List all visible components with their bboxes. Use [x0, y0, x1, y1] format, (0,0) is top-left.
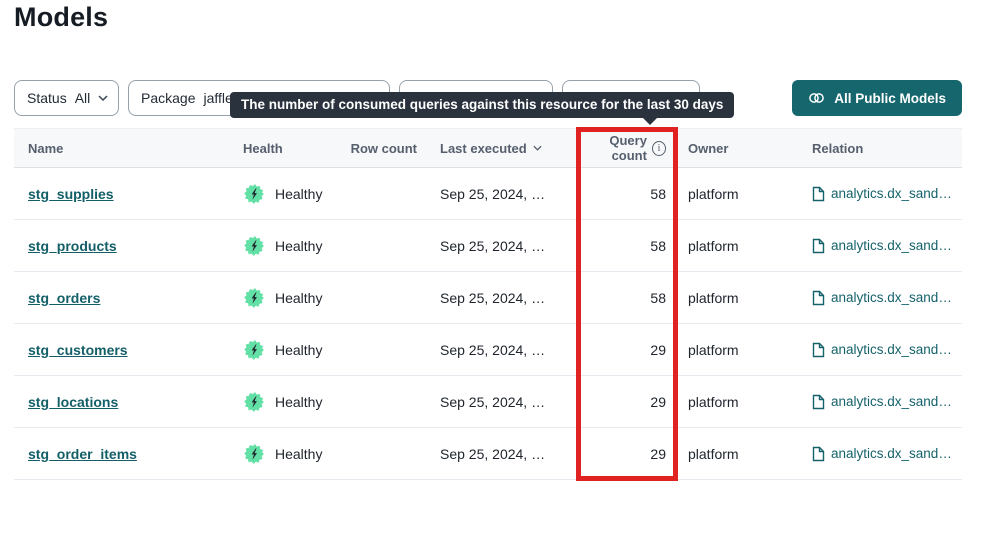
- relation-text: analytics.dx_sand…: [831, 238, 952, 253]
- query-count-value: 29: [650, 393, 666, 410]
- file-icon: [812, 238, 825, 254]
- query-count-label: Query count: [609, 133, 647, 163]
- model-link-stg-supplies[interactable]: stg_supplies: [28, 185, 114, 202]
- status-filter-label: Status: [27, 90, 67, 106]
- relation-link[interactable]: analytics.dx_sand…: [812, 446, 952, 462]
- file-icon: [812, 446, 825, 462]
- query-count-value: 29: [650, 341, 666, 358]
- query-count-value: 58: [650, 237, 666, 254]
- info-icon[interactable]: i: [651, 140, 666, 156]
- owner-value: platform: [688, 393, 739, 410]
- health-status-text: Healthy: [275, 393, 323, 410]
- table-header-row: Name Health Row count Last executed Quer…: [14, 128, 962, 168]
- health-status-text: Healthy: [275, 237, 323, 254]
- relation-text: analytics.dx_sand…: [831, 186, 952, 201]
- healthy-status-icon: [243, 183, 265, 205]
- sort-chevron-down-icon[interactable]: [533, 145, 542, 151]
- healthy-status-icon: [243, 391, 265, 413]
- file-icon: [812, 290, 825, 306]
- table-row: stg_order_items Healthy Sep 25, 2024, … …: [14, 428, 962, 480]
- column-header-row-count[interactable]: Row count: [350, 140, 417, 156]
- table-row: stg_orders Healthy Sep 25, 2024, … 58 pl…: [14, 272, 962, 324]
- health-status-text: Healthy: [275, 341, 323, 358]
- last-executed-value: Sep 25, 2024, …: [440, 445, 546, 462]
- last-executed-value: Sep 25, 2024, …: [440, 341, 546, 358]
- all-public-models-button[interactable]: All Public Models: [792, 80, 962, 116]
- table-row: stg_supplies Healthy Sep 25, 2024, … 58 …: [14, 168, 962, 220]
- file-icon: [812, 186, 825, 202]
- table-row: stg_products Healthy Sep 25, 2024, … 58 …: [14, 220, 962, 272]
- last-executed-value: Sep 25, 2024, …: [440, 237, 546, 254]
- column-header-last-executed[interactable]: Last executed: [434, 141, 576, 156]
- healthy-status-icon: [243, 443, 265, 465]
- owner-value: platform: [688, 445, 739, 462]
- query-count-value: 29: [650, 445, 666, 462]
- healthy-status-icon: [243, 235, 265, 257]
- status-filter-dropdown[interactable]: Status All: [14, 80, 119, 116]
- owner-value: platform: [688, 237, 739, 254]
- column-header-owner[interactable]: Owner: [688, 140, 729, 156]
- link-icon: [808, 91, 825, 105]
- health-status-text: Healthy: [275, 185, 323, 202]
- table-row: stg_locations Healthy Sep 25, 2024, … 29…: [14, 376, 962, 428]
- relation-link[interactable]: analytics.dx_sand…: [812, 290, 952, 306]
- relation-link[interactable]: analytics.dx_sand…: [812, 394, 952, 410]
- query-count-tooltip: The number of consumed queries against t…: [230, 92, 735, 125]
- status-filter-value: All: [74, 90, 91, 106]
- package-filter-label: Package: [141, 90, 196, 106]
- healthy-status-icon: [243, 339, 265, 361]
- model-link-stg-locations[interactable]: stg_locations: [28, 393, 119, 410]
- last-executed-label: Last executed: [440, 140, 527, 156]
- healthy-status-icon: [243, 287, 265, 309]
- query-count-value: 58: [650, 289, 666, 306]
- column-header-query-count[interactable]: Query count i: [576, 133, 678, 163]
- relation-text: analytics.dx_sand…: [831, 342, 952, 357]
- column-header-health[interactable]: Health: [243, 140, 283, 156]
- query-count-value: 58: [650, 185, 666, 202]
- table-row: stg_customers Healthy Sep 25, 2024, … 29…: [14, 324, 962, 376]
- health-status-text: Healthy: [275, 289, 323, 306]
- models-table: Name Health Row count Last executed Quer…: [14, 128, 962, 480]
- owner-value: platform: [688, 341, 739, 358]
- relation-text: analytics.dx_sand…: [831, 394, 952, 409]
- health-status-text: Healthy: [275, 445, 323, 462]
- column-header-relation[interactable]: Relation: [812, 140, 864, 156]
- last-executed-value: Sep 25, 2024, …: [440, 185, 546, 202]
- relation-link[interactable]: analytics.dx_sand…: [812, 238, 952, 254]
- model-link-stg-orders[interactable]: stg_orders: [28, 289, 101, 306]
- owner-value: platform: [688, 289, 739, 306]
- model-link-stg-customers[interactable]: stg_customers: [28, 341, 128, 358]
- owner-value: platform: [688, 185, 739, 202]
- model-link-stg-order-items[interactable]: stg_order_items: [28, 445, 137, 462]
- relation-text: analytics.dx_sand…: [831, 446, 952, 461]
- relation-text: analytics.dx_sand…: [831, 290, 952, 305]
- last-executed-value: Sep 25, 2024, …: [440, 393, 546, 410]
- file-icon: [812, 342, 825, 358]
- column-header-name[interactable]: Name: [28, 140, 64, 156]
- chevron-down-icon: [98, 95, 108, 101]
- all-public-models-label: All Public Models: [834, 90, 946, 106]
- relation-link[interactable]: analytics.dx_sand…: [812, 186, 952, 202]
- relation-link[interactable]: analytics.dx_sand…: [812, 342, 952, 358]
- model-link-stg-products[interactable]: stg_products: [28, 237, 117, 254]
- file-icon: [812, 394, 825, 410]
- page-title: Models: [14, 2, 109, 32]
- tooltip-text: The number of consumed queries against t…: [241, 97, 724, 112]
- last-executed-value: Sep 25, 2024, …: [440, 289, 546, 306]
